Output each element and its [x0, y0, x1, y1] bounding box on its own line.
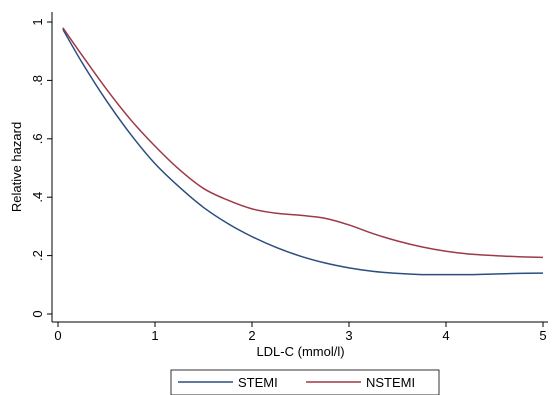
x-tick-label: 1	[151, 328, 158, 343]
y-tick-label: .8	[30, 75, 45, 86]
x-axis-title: LDL-C (mmol/l)	[256, 344, 344, 359]
y-tick-label: 0	[30, 310, 45, 317]
x-tick-label: 0	[54, 328, 61, 343]
y-axis-title: Relative hazard	[9, 122, 24, 212]
y-tick-label: .4	[30, 192, 45, 203]
x-axis-ticks: 0 1 2 3 4 5	[54, 322, 547, 343]
x-tick-label: 3	[345, 328, 352, 343]
x-tick-label: 4	[442, 328, 449, 343]
legend-label-nstemi: NSTEMI	[366, 375, 415, 390]
y-tick-label: .2	[30, 250, 45, 261]
legend: STEMI NSTEMI	[170, 369, 440, 395]
series-line-nstemi	[62, 27, 544, 259]
y-tick-label: 1	[30, 18, 45, 25]
y-axis-ticks: 0 .2 .4 .6 .8 1	[30, 18, 52, 318]
x-tick-label: 5	[539, 328, 546, 343]
y-tick-label: .6	[30, 133, 45, 144]
plot-area	[62, 27, 544, 276]
legend-label-stemi: STEMI	[238, 375, 278, 390]
series-line-stemi	[62, 28, 544, 276]
x-tick-label: 2	[248, 328, 255, 343]
